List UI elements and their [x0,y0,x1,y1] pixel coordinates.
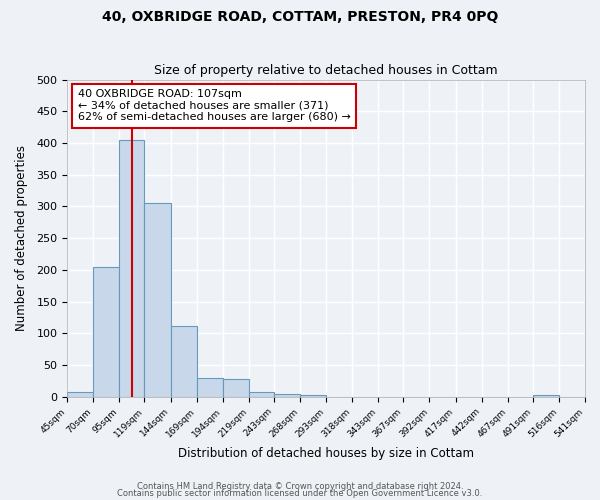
Text: Contains public sector information licensed under the Open Government Licence v3: Contains public sector information licen… [118,489,482,498]
Bar [67,392,93,397]
Bar [119,140,145,397]
Text: Contains HM Land Registry data © Crown copyright and database right 2024.: Contains HM Land Registry data © Crown c… [137,482,463,491]
Title: Size of property relative to detached houses in Cottam: Size of property relative to detached ho… [154,64,498,77]
Text: 40, OXBRIDGE ROAD, COTTAM, PRESTON, PR4 0PQ: 40, OXBRIDGE ROAD, COTTAM, PRESTON, PR4 … [102,10,498,24]
Bar [274,394,300,397]
Bar [300,395,326,397]
Bar [223,379,249,397]
Text: 40 OXBRIDGE ROAD: 107sqm
← 34% of detached houses are smaller (371)
62% of semi-: 40 OXBRIDGE ROAD: 107sqm ← 34% of detach… [77,89,350,122]
Bar [197,378,223,397]
Bar [93,267,119,397]
X-axis label: Distribution of detached houses by size in Cottam: Distribution of detached houses by size … [178,447,474,460]
Bar [170,326,197,397]
Bar [249,392,274,397]
Bar [533,395,559,397]
Y-axis label: Number of detached properties: Number of detached properties [15,145,28,331]
Bar [145,204,170,397]
